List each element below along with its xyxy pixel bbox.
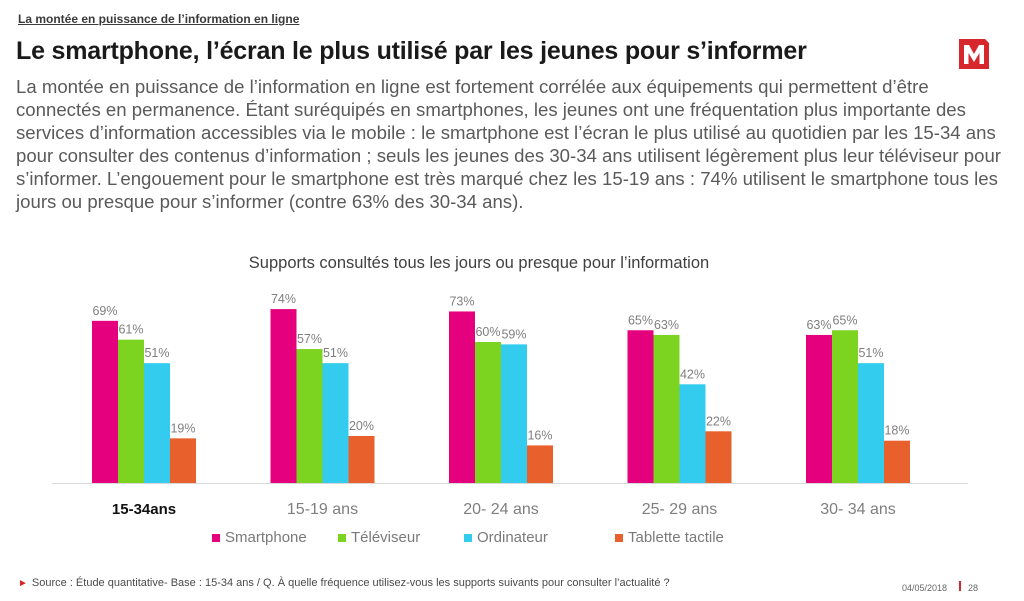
intro-paragraph: La montée en puissance de l’information … — [16, 76, 1001, 212]
legend-label: Smartphone — [225, 529, 307, 546]
bar-téléviseur-0 — [118, 339, 144, 483]
bar-smartphone-4 — [806, 334, 832, 483]
bar-ordinateur-3 — [679, 384, 706, 483]
data-label: 61% — [118, 323, 143, 337]
breadcrumb: La montée en puissance de l’information … — [18, 12, 300, 26]
legend-label: Tablette tactile — [628, 529, 724, 546]
source-text: Source : Étude quantitative- Base : 15-3… — [31, 577, 670, 589]
data-label: 51% — [323, 346, 348, 360]
bar-ordinateur-2 — [501, 344, 527, 483]
page-number: 28 — [968, 583, 979, 593]
x-tick-label: 15-34ans — [112, 501, 176, 518]
data-label: 73% — [449, 294, 474, 308]
legend-item: Tablette tactile — [615, 529, 724, 546]
data-label: 57% — [297, 332, 322, 346]
bar-smartphone-3 — [627, 330, 654, 483]
data-label: 63% — [806, 318, 831, 332]
bar-tablette-tactile-2 — [527, 445, 553, 483]
footer-date: 04/05/2018 — [902, 583, 948, 593]
data-label: 16% — [527, 428, 552, 442]
data-label: 51% — [858, 346, 883, 360]
bar-téléviseur-3 — [653, 334, 680, 483]
bar-téléviseur-4 — [832, 330, 858, 483]
bullet-arrow-icon: ► — [18, 578, 28, 589]
bar-ordinateur-0 — [144, 363, 170, 483]
x-tick-label: 15-19 ans — [287, 501, 358, 518]
footer-separator — [959, 581, 961, 591]
x-tick-label: 20- 24 ans — [463, 501, 539, 518]
bar-téléviseur-1 — [296, 349, 323, 483]
data-label: 19% — [170, 421, 195, 435]
x-tick-label: 30- 34 ans — [820, 501, 896, 518]
data-label: 63% — [654, 318, 679, 332]
bar-ordinateur-4 — [858, 363, 884, 483]
bar-tablette-tactile-1 — [348, 436, 375, 483]
bar-tablette-tactile-4 — [884, 440, 910, 483]
legend-swatch — [212, 533, 220, 542]
brand-logo — [959, 39, 989, 69]
data-label: 18% — [884, 424, 909, 438]
legend-item: Smartphone — [212, 529, 338, 546]
chart-title: Supports consultés tous les jours ou pre… — [248, 254, 710, 272]
chart-legend: Smartphone Téléviseur Ordinateur Tablette t… — [212, 529, 724, 546]
data-label: 20% — [349, 419, 374, 433]
data-label: 42% — [680, 367, 705, 381]
page-title: Le smartphone, l’écran le plus utilisé p… — [16, 37, 807, 65]
data-label: 69% — [92, 304, 117, 318]
bar-smartphone-2 — [449, 311, 475, 483]
legend-label: Ordinateur — [477, 529, 548, 546]
bar-tablette-tactile-3 — [705, 431, 732, 483]
bar-smartphone-1 — [270, 309, 297, 483]
bar-téléviseur-2 — [475, 342, 501, 483]
data-label: 59% — [501, 327, 526, 341]
data-label: 22% — [706, 414, 731, 428]
data-label: 60% — [475, 325, 500, 339]
legend-item: Ordinateur — [464, 529, 615, 546]
legend-item: Téléviseur — [338, 529, 464, 546]
bar-smartphone-0 — [92, 320, 118, 483]
data-label: 65% — [832, 313, 857, 327]
bar-tablette-tactile-0 — [170, 438, 196, 483]
data-label: 65% — [628, 313, 653, 327]
legend-label: Téléviseur — [351, 529, 421, 546]
legend-swatch — [615, 533, 623, 542]
x-tick-label: 25- 29 ans — [642, 501, 718, 518]
data-label: 74% — [271, 292, 296, 306]
data-label: 51% — [144, 346, 169, 360]
source-note: ► Source : Étude quantitative- Base : 15-… — [18, 577, 670, 589]
legend-swatch — [338, 533, 346, 542]
bar-ordinateur-1 — [322, 363, 349, 483]
legend-swatch — [464, 533, 472, 542]
